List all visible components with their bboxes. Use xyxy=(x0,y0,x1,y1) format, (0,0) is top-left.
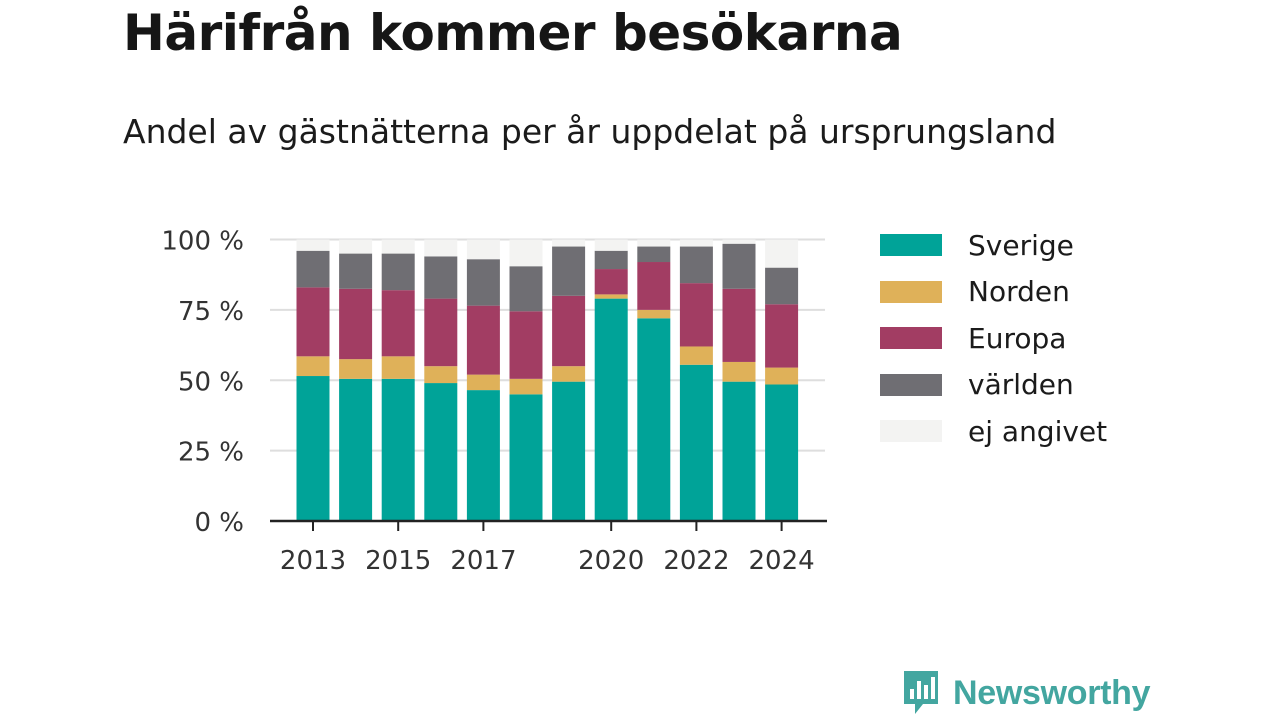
bar-chart-speech-bubble-icon xyxy=(904,671,938,714)
bar-segment-norden-2020 xyxy=(594,294,628,299)
legend-item: Norden xyxy=(880,269,1107,316)
bar-segment-världen-2017 xyxy=(466,259,500,306)
bar-segment-norden-2014 xyxy=(339,359,373,379)
bar-segment-europa-2023 xyxy=(722,288,756,362)
legend-item: Europa xyxy=(880,315,1107,362)
bar-segment-världen-2019 xyxy=(552,246,586,296)
y-tick-label: 50 % xyxy=(178,367,244,397)
bar-segment-världen-2024 xyxy=(765,267,799,305)
legend-label: världen xyxy=(968,368,1074,402)
bar-segment-ej-angivet-2017 xyxy=(466,239,500,260)
bar-segment-norden-2022 xyxy=(679,346,713,365)
bar-segment-ej-angivet-2018 xyxy=(509,239,543,267)
legend-swatch xyxy=(880,373,942,396)
x-tick-label: 2017 xyxy=(450,546,516,576)
stacked-bar-chart: 0 % 25 % 50 % 75 % 100 % 2013 2015 2017 2020 2022… xyxy=(161,227,827,576)
x-tick-label: 2020 xyxy=(578,546,644,576)
bar-segment-europa-2019 xyxy=(552,295,586,367)
bar-segment-norden-2017 xyxy=(466,374,500,391)
bar-segment-världen-2022 xyxy=(679,246,713,284)
bar-segment-sverige-2015 xyxy=(381,378,415,521)
bar-segment-sverige-2019 xyxy=(552,381,586,521)
chart-subtitle: Andel av gästnätterna per år uppdelat på… xyxy=(123,112,1057,151)
y-tick-label: 75 % xyxy=(178,297,244,327)
bar-segment-sverige-2016 xyxy=(424,383,458,521)
bar-segment-norden-2024 xyxy=(765,367,799,385)
bar-segment-ej-angivet-2020 xyxy=(594,239,628,251)
bar-segment-ej-angivet-2013 xyxy=(296,239,330,251)
brand-logo: Newsworthy xyxy=(901,668,1151,718)
bar-segment-ej-angivet-2015 xyxy=(381,239,415,254)
legend-label: Sverige xyxy=(968,228,1074,262)
legend-item: Sverige xyxy=(880,222,1107,269)
bar-segment-sverige-2017 xyxy=(466,390,500,521)
y-tick-label: 0 % xyxy=(194,508,244,538)
bar-segment-europa-2018 xyxy=(509,311,543,379)
bar-segment-världen-2023 xyxy=(722,243,756,289)
chart-title: Härifrån kommer besökarna xyxy=(123,4,903,62)
bar-segment-norden-2023 xyxy=(722,361,756,382)
bar-segment-sverige-2013 xyxy=(296,376,330,521)
x-tick-label: 2024 xyxy=(749,546,815,576)
x-tick-label: 2013 xyxy=(280,546,346,576)
bar-segment-världen-2020 xyxy=(594,250,628,270)
bar-segment-europa-2022 xyxy=(679,283,713,347)
bar-segment-sverige-2014 xyxy=(339,378,373,521)
bar-segment-världen-2018 xyxy=(509,266,543,312)
legend-swatch xyxy=(880,280,942,303)
y-tick-label: 100 % xyxy=(161,227,244,257)
bar-segment-sverige-2018 xyxy=(509,394,543,521)
bar-segment-sverige-2023 xyxy=(722,381,756,521)
bar-segment-norden-2015 xyxy=(381,356,415,379)
y-tick-label: 25 % xyxy=(178,438,244,468)
bar-segment-norden-2019 xyxy=(552,366,586,382)
bar-segment-världen-2015 xyxy=(381,253,415,291)
bar-segment-norden-2018 xyxy=(509,378,543,395)
bar-segment-europa-2013 xyxy=(296,287,330,357)
bar-segment-ej-angivet-2024 xyxy=(765,239,799,268)
bar-segment-ej-angivet-2016 xyxy=(424,239,458,257)
legend-label: Norden xyxy=(968,275,1070,309)
legend-swatch xyxy=(880,234,942,257)
bar-segment-ej-angivet-2023 xyxy=(722,239,756,244)
bar-segment-ej-angivet-2021 xyxy=(637,239,671,247)
brand-name: Newsworthy xyxy=(953,673,1151,712)
legend-label: ej angivet xyxy=(968,414,1108,448)
bar-segment-europa-2016 xyxy=(424,298,458,367)
legend-label: Europa xyxy=(968,321,1067,355)
x-tick-label: 2015 xyxy=(365,546,431,576)
bar-segment-världen-2014 xyxy=(339,253,373,289)
legend: Sverige Norden Europa världen ej angivet xyxy=(880,222,1107,455)
bar-segment-sverige-2024 xyxy=(765,384,799,521)
bar-segment-norden-2013 xyxy=(296,356,330,377)
legend-item: världen xyxy=(880,362,1107,409)
bar-segment-europa-2015 xyxy=(381,290,415,357)
bar-segment-ej-angivet-2014 xyxy=(339,239,373,254)
bar-segment-sverige-2021 xyxy=(637,318,671,521)
bar-segment-norden-2021 xyxy=(637,309,671,319)
bar-segment-sverige-2022 xyxy=(679,364,713,521)
bar-segment-europa-2017 xyxy=(466,305,500,375)
bar-segment-europa-2024 xyxy=(765,304,799,368)
bar-segment-ej-angivet-2022 xyxy=(679,239,713,247)
bar-segment-norden-2016 xyxy=(424,366,458,384)
bar-segment-europa-2014 xyxy=(339,288,373,360)
legend-swatch xyxy=(880,327,942,350)
bar-segment-sverige-2020 xyxy=(594,298,628,521)
bar-segment-europa-2020 xyxy=(594,269,628,295)
bar-segment-världen-2016 xyxy=(424,256,458,299)
bar-segment-ej-angivet-2019 xyxy=(552,239,586,247)
bar-segment-europa-2021 xyxy=(637,262,671,310)
x-tick-label: 2022 xyxy=(663,546,729,576)
bar-segment-världen-2021 xyxy=(637,246,671,263)
legend-item: ej angivet xyxy=(880,408,1107,455)
legend-swatch xyxy=(880,420,942,443)
bar-segment-världen-2013 xyxy=(296,250,330,288)
